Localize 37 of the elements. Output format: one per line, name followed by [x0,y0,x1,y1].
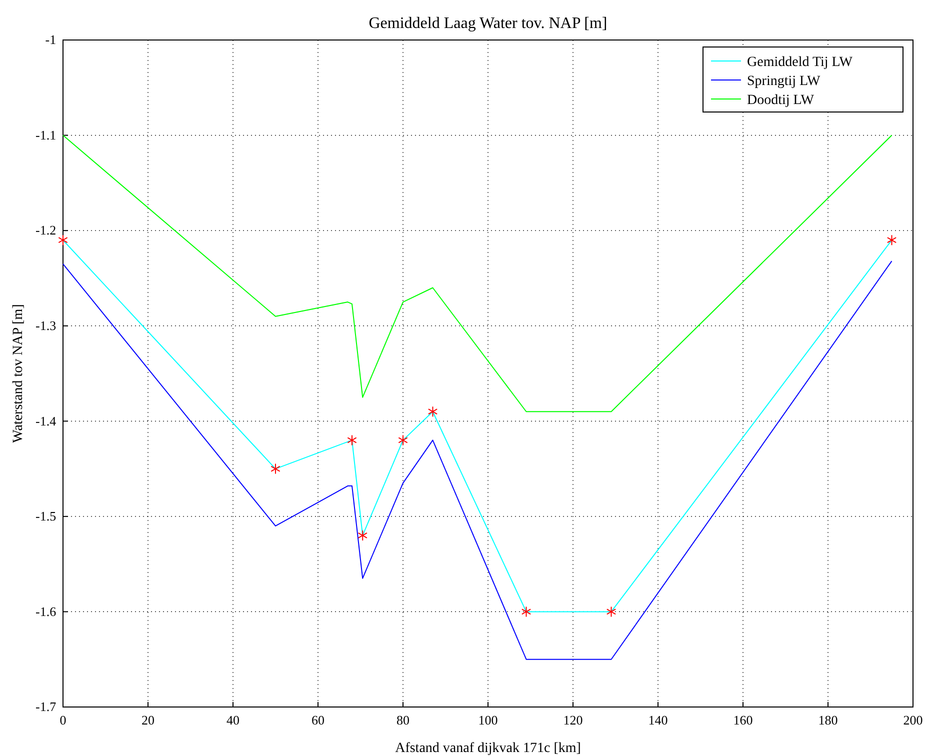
point [606,606,616,618]
y-tick-label: -1.2 [36,222,56,238]
point [398,434,408,446]
y-tick-label: -1 [45,32,56,48]
chart-title: Gemiddeld Laag Water tov. NAP [m] [368,15,608,32]
x-tick-label: 0 [60,712,66,728]
y-tick-label: -1.7 [36,699,57,714]
x-tick-label: 140 [648,712,668,728]
line-series [62,134,892,412]
y-tick-label: -1.1 [36,127,56,142]
y-tick-label: -1.6 [36,604,57,619]
point [347,434,357,446]
x-tick-label: 160 [733,712,753,728]
y-tick-label: -1.5 [36,508,56,524]
legend-label: Gemiddeld Tij LW [747,55,854,70]
x-axis-title: Afstand vanaf dijkvak 171c [km] [395,741,581,756]
x-tick-label: 120 [563,712,583,728]
x-tick-label: 80 [396,712,410,728]
y-tick-label: -1.3 [36,318,56,334]
y-tick-label: -1.4 [36,413,57,428]
point [58,234,68,246]
point [521,606,532,618]
x-tick-label: 100 [478,712,498,728]
legend-label: Doodtij LW [747,93,815,108]
x-tick-label: 20 [142,712,154,728]
point [270,463,280,474]
x-tick-label: 180 [818,712,838,728]
line-series [62,240,892,612]
point [886,234,897,246]
x-tick-label: 200 [903,712,923,728]
line-series [62,260,892,660]
legend-label: Springtij LW [747,74,822,89]
x-tick-label: 60 [312,712,324,728]
y-axis-title: Waterstand tov NAP [m] [11,304,26,443]
point [358,530,368,541]
point [428,406,438,418]
x-tick-label: 40 [226,712,240,728]
